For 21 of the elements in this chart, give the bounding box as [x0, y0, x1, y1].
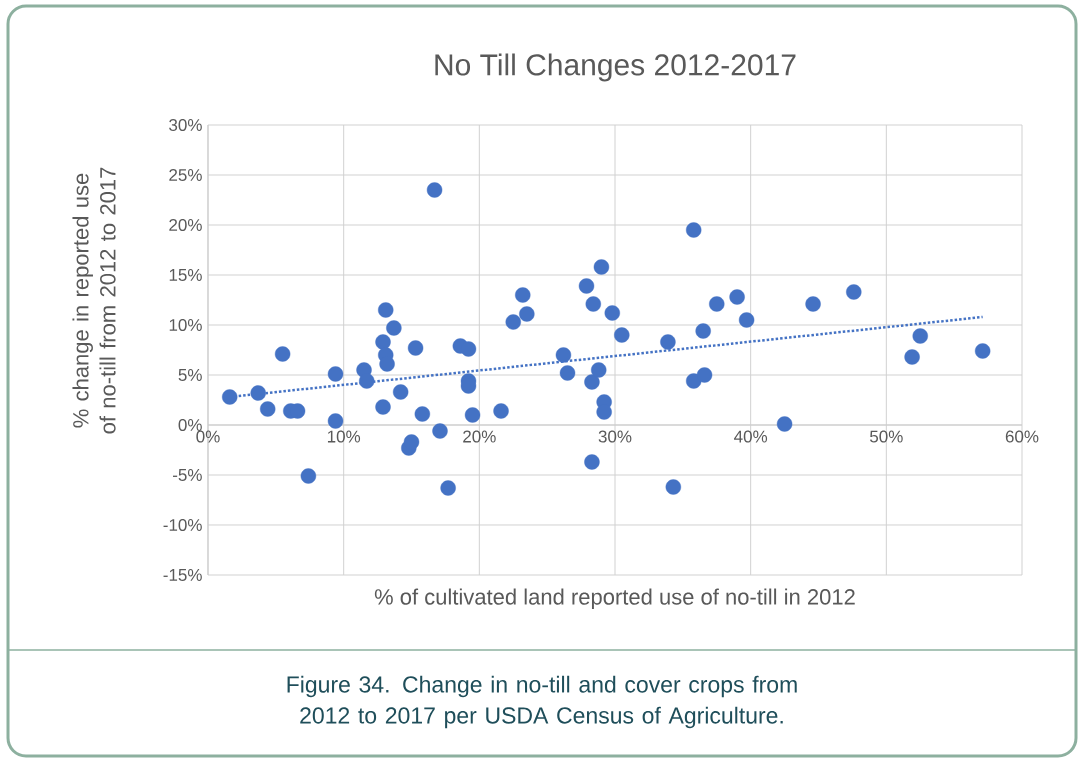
x-tick-label: 0%	[196, 430, 220, 443]
x-tick-label: 40%	[734, 430, 768, 443]
chart-title: No Till Changes 2012-2017	[435, 53, 796, 82]
y-tick-label: 20%	[169, 218, 202, 232]
caption: Figure 34. Change in no-till and cover crops from 2012 to 2017 per USDA Census of Agriculture.	[287, 675, 797, 729]
x-tick-label: 20%	[463, 430, 496, 443]
y-tick-label: -10%	[163, 518, 202, 532]
x-tick-label: 30%	[598, 430, 632, 443]
y-tick-label: 10%	[169, 318, 202, 332]
y-tick-label: 5%	[178, 369, 202, 381]
y-tick-label: -5%	[173, 469, 202, 481]
y-tick-label: -15%	[163, 569, 202, 581]
y-tick-label: 15%	[169, 269, 202, 281]
x-tick-label: 10%	[327, 430, 361, 443]
x-axis-title: % of cultivated land reported use of no-till in 2012	[374, 588, 855, 610]
y-tick-label: 25%	[169, 168, 202, 182]
y-tick-label: 30%	[169, 118, 202, 132]
y-tick-label: 0%	[178, 418, 202, 432]
x-tick-label: 60%	[1005, 430, 1039, 443]
x-tick-label: 50%	[870, 430, 903, 443]
y-axis-title: % change in reported use of no-till from 2012 to 2017	[72, 167, 116, 434]
